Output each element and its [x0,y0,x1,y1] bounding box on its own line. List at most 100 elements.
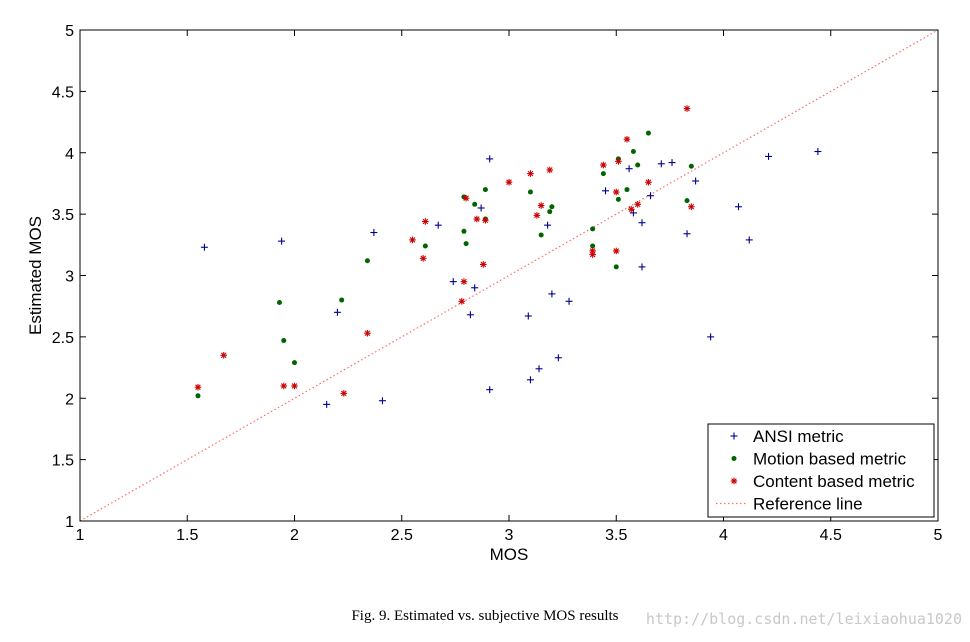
ansi-point [449,278,457,286]
chart-canvas: 1 1.5 2 2.5 3 3.5 4 4.5 5 1 1.5 2 2.5 3 3.5 4 4.5 5 MOS E… [26,23,943,564]
motion-point [549,204,555,210]
content-point [688,203,695,211]
figure-caption: Fig. 9. Estimated vs. subjective MOS res… [351,608,619,624]
chart-marks [194,105,822,408]
y-tick-label: 3 [65,269,74,286]
content-point [473,215,481,223]
content-point [683,105,691,112]
content-point [482,216,489,224]
motion-point [688,163,694,169]
legend-entry: Content based metric [753,472,915,491]
content-point [505,178,513,186]
ansi-point [323,400,331,408]
ansi-point [692,177,700,185]
ansi-point [278,237,286,245]
content-point [409,236,416,244]
motion-point [645,130,651,136]
ansi-point [544,221,552,229]
content-point [479,261,487,268]
content-point [623,135,631,143]
content-point [364,329,371,337]
ansi-point [477,204,485,212]
ansi-point [471,284,479,292]
content-point [634,201,641,208]
x-tick-label: 3 [505,527,514,544]
ansi-point [333,308,341,316]
y-tick-label: 4.5 [52,84,74,101]
motion-point [472,201,478,207]
x-tick-label: 1.5 [176,527,198,544]
motion-point [590,226,596,232]
y-tick-label: 1.5 [52,453,74,470]
ansi-point [200,243,208,251]
content-point [527,170,534,177]
ansi-point [638,263,646,271]
content-point [615,158,622,165]
x-tick-label: 2.5 [391,527,413,544]
ansi-point [647,192,655,200]
legend-entry: ANSI metric [753,427,844,446]
ansi-point [486,386,494,394]
ansi-point [370,229,378,237]
motion-point [422,243,428,249]
reference-line [79,29,939,522]
motion-point [195,393,201,399]
ansi-point [668,159,676,167]
motion-point [590,243,596,249]
ansi-point [629,209,637,217]
x-tick-label: 1 [76,527,85,544]
content-point [220,351,228,359]
content-point [600,161,607,169]
ansi-point [535,365,543,373]
content-point [730,477,738,485]
x-tick-label: 4 [719,527,728,544]
content-point [291,382,298,390]
motion-point [463,241,469,247]
motion-point [630,149,636,155]
motion-point [684,198,690,204]
ansi-point [524,312,532,320]
ansi-point [657,160,665,168]
motion-point [281,338,287,344]
content-point [537,202,545,209]
motion-point [547,209,553,215]
legend-entry: Reference line [753,495,863,514]
ansi-point [466,311,474,319]
ansi-point [735,203,743,211]
ansi-point [434,221,442,229]
y-tick-label: 4 [65,146,74,163]
motion-point [731,456,737,461]
content-point [546,166,554,174]
content-point [612,247,620,255]
y-tick-label: 2.5 [52,330,74,347]
ansi-point [765,152,773,160]
ansi-point [486,155,494,163]
watermark: http://blog.csdn.net/leixiaohua1020 [645,610,962,628]
content-point [612,188,620,196]
motion-point [527,189,533,195]
ansi-point [602,187,610,195]
ansi-point [548,290,556,298]
x-axis-label: MOS [490,545,529,564]
legend-entry: Motion based metric [753,450,907,469]
motion-point [461,228,467,234]
ansi-point [814,148,822,156]
content-point [589,251,596,258]
motion-point [364,258,370,264]
ansi-point [565,297,573,305]
content-point [280,382,288,390]
axis-ticks: 1 1.5 2 2.5 3 3.5 4 4.5 5 1 1.5 2 2.5 3 3.5 4 4.5 5 [52,23,943,544]
motion-point [482,187,488,193]
motion-point [538,232,544,238]
y-tick-label: 5 [65,23,74,40]
content-point [462,194,470,202]
ansi-point [745,236,753,244]
ansi-point [683,230,691,238]
motion-point [276,300,282,306]
x-tick-label: 3.5 [605,527,627,544]
motion-point [339,297,345,303]
y-axis-label: Estimated MOS [26,216,45,335]
motion-point [615,196,621,202]
content-point [458,297,466,305]
x-tick-label: 2 [290,527,299,544]
